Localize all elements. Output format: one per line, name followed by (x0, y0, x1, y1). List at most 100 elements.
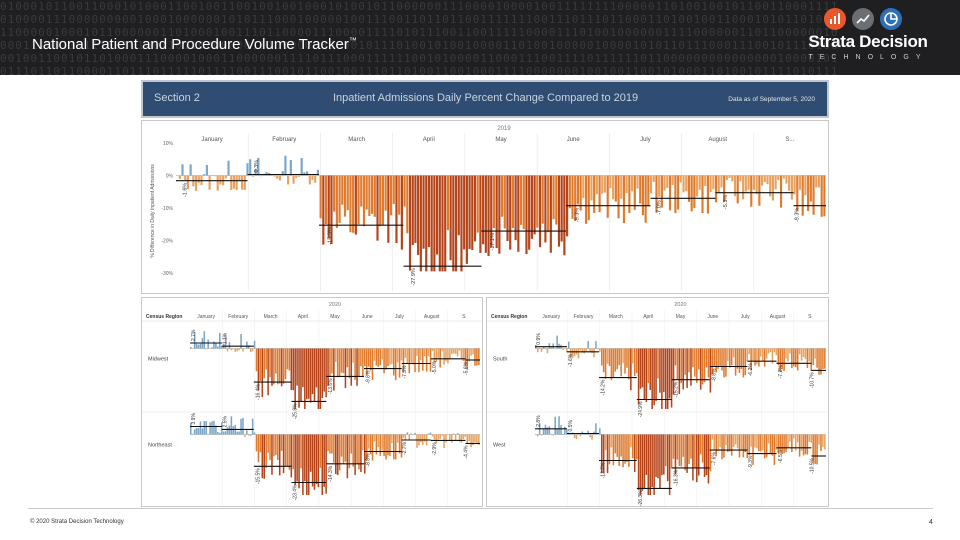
period-average-label: -6.2% (748, 363, 754, 377)
daily-bar (628, 348, 630, 380)
daily-bar (329, 434, 331, 454)
daily-bar (387, 175, 390, 243)
daily-bar (635, 434, 638, 460)
daily-bar (246, 341, 248, 349)
south-west-chart-panel: 2020 Census Region January February March Apr… (486, 297, 829, 507)
daily-bar (626, 348, 628, 368)
daily-bar (323, 434, 325, 487)
daily-bar (767, 348, 770, 354)
daily-bar (190, 422, 192, 435)
daily-bar (437, 348, 440, 360)
daily-bar (796, 434, 799, 443)
daily-bar (668, 434, 671, 495)
daily-bar (556, 428, 558, 435)
daily-bar (791, 348, 793, 368)
daily-bar (790, 175, 793, 200)
logo-wordmark: Strata Decision (808, 32, 928, 51)
daily-bar (522, 175, 525, 230)
daily-bar (398, 434, 401, 454)
daily-bar (730, 434, 733, 456)
daily-bar (557, 175, 561, 247)
daily-bar (265, 434, 267, 468)
daily-bar (304, 434, 306, 482)
daily-bar (630, 434, 632, 447)
daily-bar (336, 348, 339, 378)
daily-bar (387, 434, 389, 456)
daily-bar (599, 348, 601, 352)
daily-bar (817, 175, 821, 188)
daily-bar (706, 175, 709, 214)
daily-bar (577, 348, 580, 359)
daily-bar (822, 348, 824, 369)
daily-bar (238, 175, 241, 181)
daily-bar (311, 175, 314, 180)
daily-bar (653, 434, 655, 495)
daily-bar (744, 348, 747, 376)
daily-bar (217, 346, 219, 349)
daily-bar (333, 348, 335, 391)
daily-bar (406, 432, 409, 435)
daily-bar (774, 175, 777, 190)
daily-bar (632, 348, 634, 364)
daily-bar (371, 175, 374, 214)
daily-bar (451, 434, 453, 443)
daily-bar (445, 434, 447, 443)
data-as-of-date: Data as of September 5, 2020 (728, 96, 815, 103)
daily-bar (377, 434, 380, 448)
daily-bar (738, 434, 741, 458)
daily-bar (238, 431, 240, 435)
daily-bar (476, 434, 478, 444)
daily-bar (752, 175, 756, 190)
daily-bar (682, 348, 684, 390)
midwest-northeast-chart-panel: 2020 Census Region January February March Apr… (141, 297, 483, 507)
section-label: Section 2 (154, 92, 200, 104)
daily-bar (511, 175, 514, 229)
daily-bar (468, 434, 470, 441)
daily-bar (622, 348, 624, 364)
daily-bar (679, 175, 682, 183)
daily-bar (717, 434, 719, 451)
daily-bar (765, 348, 768, 359)
daily-bar (812, 348, 814, 366)
daily-bar (324, 175, 328, 225)
daily-bar (765, 434, 768, 458)
daily-bar (692, 434, 694, 481)
daily-bar (816, 348, 818, 368)
daily-bar (273, 434, 275, 457)
daily-bar (538, 347, 541, 349)
daily-bar (812, 434, 814, 463)
daily-bar (593, 348, 595, 358)
daily-bar (290, 348, 293, 391)
daily-bar (535, 434, 537, 436)
daily-bar (265, 348, 267, 370)
daily-bar (474, 348, 476, 366)
daily-bar (462, 434, 465, 440)
daily-bar (525, 175, 528, 255)
daily-bar (452, 433, 455, 435)
period-average-label: -8.3% (366, 453, 372, 467)
daily-bar (330, 175, 333, 245)
daily-bar (255, 434, 258, 452)
daily-bar (333, 434, 335, 463)
daily-bar (323, 348, 325, 392)
daily-bar (766, 175, 769, 185)
daily-bar (558, 343, 560, 349)
daily-bar (626, 434, 628, 463)
daily-bar (269, 348, 271, 378)
daily-bar (506, 175, 509, 242)
daily-bar (756, 348, 758, 365)
daily-bar (377, 348, 380, 367)
daily-bar (282, 434, 285, 474)
daily-bar (719, 434, 721, 448)
daily-bar (482, 175, 485, 245)
daily-bar (618, 434, 620, 466)
daily-bar (257, 434, 260, 463)
daily-bar (331, 348, 333, 374)
footer-copyright: © 2020 Strata Decision Technology (30, 519, 124, 525)
daily-bar (725, 348, 727, 377)
daily-bar (707, 434, 710, 484)
daily-bar (633, 175, 636, 210)
daily-bar (721, 434, 723, 460)
daily-bar (298, 434, 300, 489)
daily-bar (367, 348, 370, 367)
